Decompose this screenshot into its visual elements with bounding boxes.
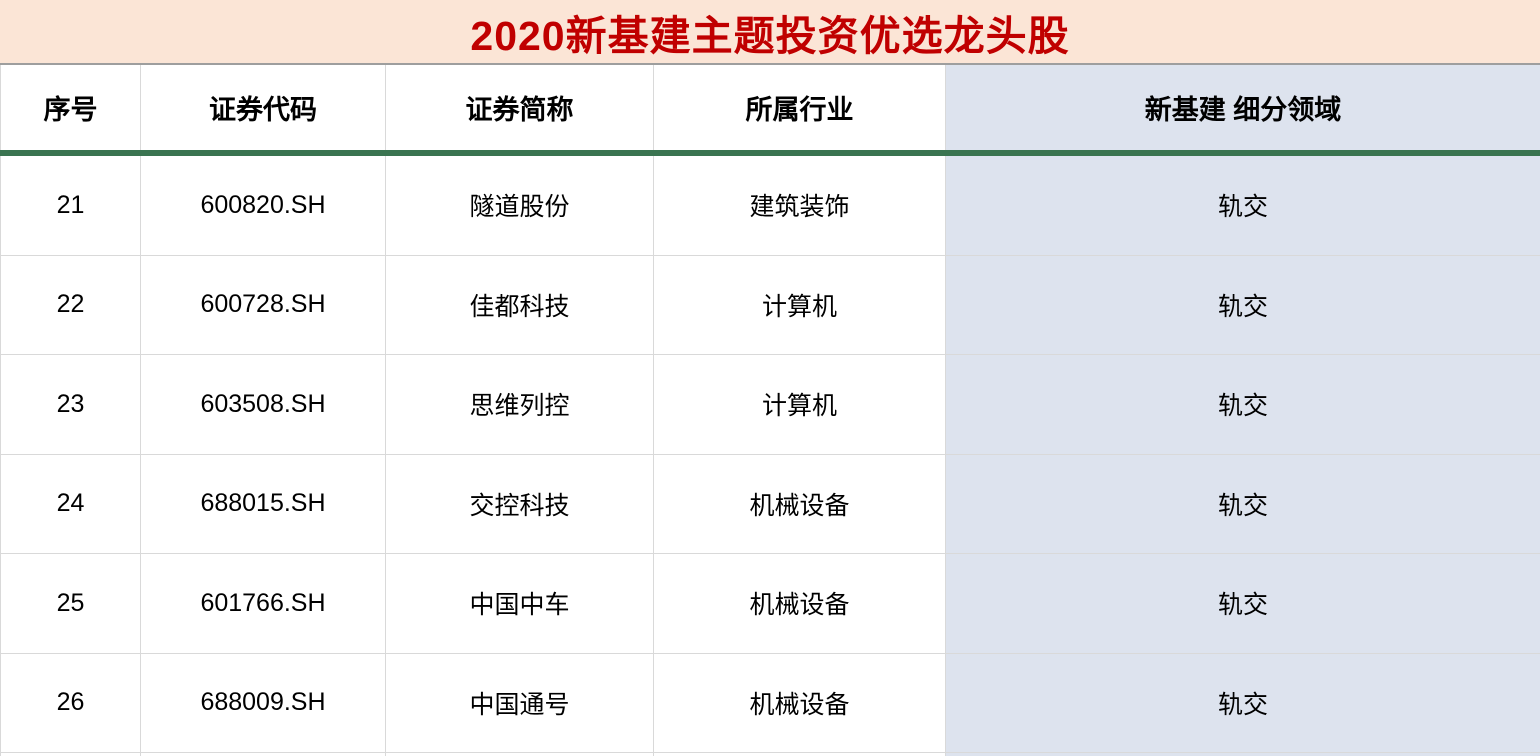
cell-code: 688015.SH (141, 454, 386, 553)
table-row: 21 600820.SH 隧道股份 建筑装饰 轨交 (0, 156, 1540, 256)
cell-segment: 轨交 (946, 454, 1540, 553)
table-row: 26 688009.SH 中国通号 机械设备 轨交 (0, 653, 1540, 753)
table-body: 21 600820.SH 隧道股份 建筑装饰 轨交 22 600728.SH 佳… (0, 156, 1540, 753)
cell-segment: 轨交 (946, 255, 1540, 354)
cell-index: 24 (1, 454, 141, 553)
sliver-cell (1, 753, 141, 756)
cell-name: 佳都科技 (386, 255, 654, 354)
cell-index: 23 (1, 355, 141, 454)
header-cell-industry: 所属行业 (654, 65, 946, 150)
cell-segment: 轨交 (946, 355, 1540, 454)
cell-industry: 机械设备 (654, 454, 946, 553)
table-row: 22 600728.SH 佳都科技 计算机 轨交 (0, 255, 1540, 355)
cell-name: 中国通号 (386, 653, 654, 752)
cell-industry: 计算机 (654, 355, 946, 454)
sliver-cell (946, 753, 1540, 756)
cell-index: 26 (1, 653, 141, 752)
title-bar: 2020新基建主题投资优选龙头股 (0, 0, 1540, 65)
cell-code: 601766.SH (141, 554, 386, 653)
cell-industry: 机械设备 (654, 554, 946, 653)
cell-index: 21 (1, 156, 141, 255)
sliver-cell (141, 753, 386, 756)
cell-industry: 计算机 (654, 255, 946, 354)
green-divider (0, 150, 1540, 156)
table-row: 24 688015.SH 交控科技 机械设备 轨交 (0, 454, 1540, 554)
sliver-cell (654, 753, 946, 756)
header-cell-index: 序号 (1, 65, 141, 150)
cell-code: 600728.SH (141, 255, 386, 354)
table-header-row: 序号 证券代码 证券简称 所属行业 新基建 细分领域 (0, 65, 1540, 150)
bottom-sliver-row (0, 753, 1540, 756)
page-title: 2020新基建主题投资优选龙头股 (470, 12, 1070, 59)
cell-name: 中国中车 (386, 554, 654, 653)
header-cell-segment: 新基建 细分领域 (946, 65, 1540, 150)
header-cell-name: 证券简称 (386, 65, 654, 150)
cell-index: 25 (1, 554, 141, 653)
cell-name: 思维列控 (386, 355, 654, 454)
cell-name: 隧道股份 (386, 156, 654, 255)
sliver-cell (386, 753, 654, 756)
cell-industry: 建筑装饰 (654, 156, 946, 255)
cell-name: 交控科技 (386, 454, 654, 553)
table-row: 23 603508.SH 思维列控 计算机 轨交 (0, 355, 1540, 455)
cell-segment: 轨交 (946, 156, 1540, 255)
cell-code: 600820.SH (141, 156, 386, 255)
table-row: 25 601766.SH 中国中车 机械设备 轨交 (0, 554, 1540, 654)
header-cell-code: 证券代码 (141, 65, 386, 150)
cell-industry: 机械设备 (654, 653, 946, 752)
cell-code: 688009.SH (141, 653, 386, 752)
cell-index: 22 (1, 255, 141, 354)
cell-segment: 轨交 (946, 653, 1540, 752)
cell-code: 603508.SH (141, 355, 386, 454)
cell-segment: 轨交 (946, 554, 1540, 653)
